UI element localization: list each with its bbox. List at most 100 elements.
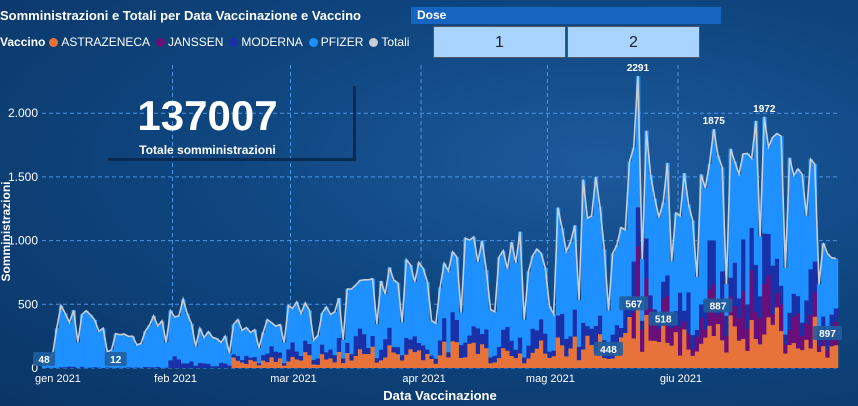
data-label-box	[648, 311, 678, 326]
bar-segment-janssen	[694, 336, 700, 352]
bar-segment-pfizer	[509, 242, 515, 341]
bar-segment-moderna	[341, 358, 346, 364]
bar-segment-moderna	[336, 338, 342, 352]
legend-label: MODERNA	[241, 35, 303, 49]
bar-segment-pfizer	[252, 329, 258, 358]
data-label-box	[703, 298, 733, 313]
bar-segment-moderna	[749, 227, 755, 271]
bar-segment-janssen	[741, 290, 746, 339]
bar-segment-moderna	[720, 271, 725, 312]
bar-segment-astrazeneca	[749, 319, 755, 368]
bar-segment-moderna	[753, 264, 759, 312]
bar-segment-astrazeneca	[661, 325, 666, 368]
x-axis-title: Data Vaccinazione	[383, 388, 496, 403]
dose-option-2-button[interactable]: 2	[567, 26, 700, 58]
bar-segment-pfizer	[597, 206, 603, 316]
bar-segment-astrazeneca	[581, 349, 586, 368]
bar-segment-moderna	[412, 336, 418, 353]
bar-segment-pfizer	[610, 253, 616, 335]
bar-segment-astrazeneca	[311, 364, 317, 368]
bar-segment-moderna	[395, 347, 401, 355]
bar-segment-moderna	[193, 365, 199, 368]
bar-segment-pfizer	[168, 310, 173, 361]
bar-segment-pfizer	[774, 133, 780, 259]
bar-segment-moderna	[543, 333, 548, 354]
bar-segment-moderna	[501, 329, 506, 349]
bar-segment-astrazeneca	[298, 360, 304, 368]
bar-segment-pfizer	[762, 116, 767, 234]
bar-segment-moderna	[699, 304, 704, 318]
bar-segment-pfizer	[694, 276, 700, 330]
data-label: 897	[819, 329, 836, 340]
bar-segment-pfizer	[467, 240, 472, 336]
bar-segment-pfizer	[757, 236, 763, 297]
bar-segment-astrazeneca	[269, 357, 274, 368]
bar-segment-pfizer	[787, 157, 792, 313]
bar-segment-astrazeneca	[757, 344, 763, 368]
bar-segment-moderna	[551, 350, 557, 357]
bar-segment-pfizer	[446, 270, 451, 353]
bar-segment-moderna	[298, 356, 304, 361]
bar-segment-pfizer	[214, 338, 220, 367]
legend-item-moderna[interactable]: MODERNA	[229, 35, 303, 49]
bar-segment-janssen	[640, 330, 645, 352]
bar-segment-moderna	[732, 262, 738, 306]
bar-segment-astrazeneca	[357, 349, 363, 368]
bar-segment-astrazeneca	[564, 356, 569, 368]
bar-segment-astrazeneca	[724, 352, 729, 368]
bar-segment-pfizer	[661, 202, 666, 282]
bar-segment-moderna	[635, 207, 641, 247]
bar-segment-moderna	[821, 316, 826, 335]
bar-segment-pfizer	[821, 243, 826, 317]
bar-segment-astrazeneca	[248, 359, 253, 368]
bar-segment-astrazeneca	[484, 348, 489, 368]
bar-segment-pfizer	[745, 153, 750, 305]
dose-option-1-button[interactable]: 1	[433, 26, 566, 58]
bar-segment-astrazeneca	[282, 365, 287, 368]
bar-segment-janssen	[631, 312, 637, 339]
legend-item-janssen[interactable]: JANSSEN	[156, 35, 223, 49]
bar-segment-moderna	[168, 360, 173, 368]
data-label-box	[619, 296, 649, 311]
bar-segment-astrazeneca	[745, 350, 750, 368]
legend-item-totali[interactable]: Totali	[369, 35, 409, 49]
bar-segment-moderna	[471, 326, 477, 343]
bar-segment-pfizer	[560, 228, 565, 314]
bar-segment-janssen	[787, 330, 792, 345]
bar-segment-astrazeneca	[480, 344, 485, 368]
bar-segment-astrazeneca	[235, 360, 241, 368]
legend-item-pfizer[interactable]: PFIZER	[308, 35, 363, 49]
bar-segment-pfizer	[218, 342, 224, 363]
bar-segment-moderna	[488, 357, 493, 364]
bar-segment-pfizer	[720, 167, 725, 272]
bar-segment-pfizer	[623, 229, 628, 305]
bar-segment-janssen	[753, 311, 759, 339]
bar-segment-astrazeneca	[732, 326, 738, 368]
bar-segment-pfizer	[387, 267, 392, 328]
bar-segment-janssen	[829, 337, 835, 347]
x-tick-label: gen 2021	[35, 373, 81, 385]
bar-segment-pfizer	[513, 262, 519, 350]
bar-segment-pfizer	[265, 319, 270, 354]
x-tick-label: mag 2021	[526, 373, 575, 385]
bar-segment-moderna	[176, 359, 182, 368]
bar-segment-pfizer	[366, 279, 371, 348]
bar-segment-astrazeneca	[610, 358, 616, 368]
bar-segment-pfizer	[618, 227, 624, 328]
bar-segment-moderna	[437, 340, 443, 356]
chart-legend: Vaccino ASTRAZENECA JANSSEN MODERNA PFIZ…	[0, 35, 415, 49]
bar-segment-janssen	[732, 305, 738, 327]
bar-segment-astrazeneca	[677, 355, 683, 368]
y-tick-label: 1.500	[8, 170, 38, 184]
bar-segment-pfizer	[193, 346, 199, 366]
bar-segment-pfizer	[602, 249, 607, 341]
legend-item-astrazeneca[interactable]: ASTRAZENECA	[49, 35, 150, 49]
bar-segment-pfizer	[753, 120, 759, 265]
bar-segment-pfizer	[492, 311, 498, 356]
bar-segment-pfizer	[282, 342, 287, 364]
bar-segment-astrazeneca	[324, 359, 329, 368]
bar-segment-pfizer	[589, 215, 595, 329]
bar-segment-pfizer	[530, 255, 536, 329]
bar-segment-astrazeneca	[682, 329, 687, 368]
bar-segment-moderna	[783, 334, 788, 345]
